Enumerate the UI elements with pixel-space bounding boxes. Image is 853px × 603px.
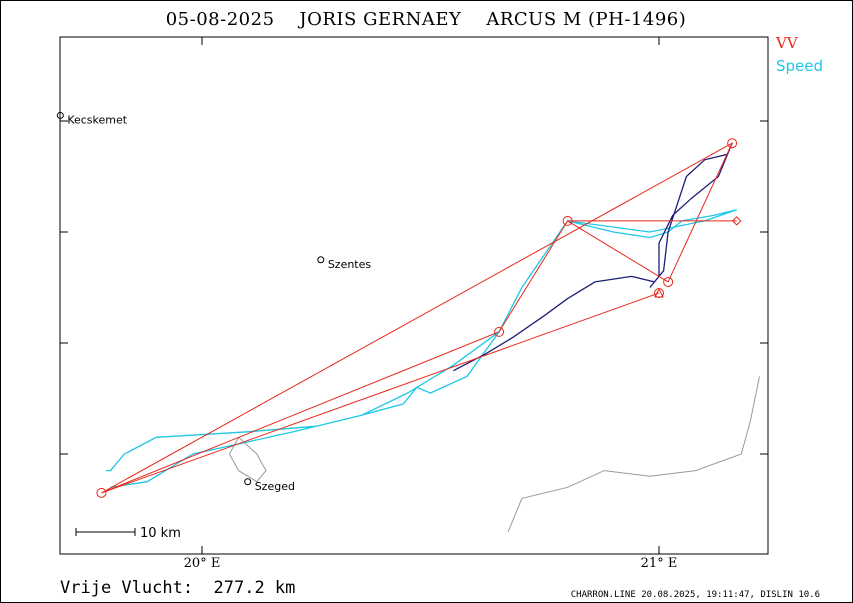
flight-track <box>453 142 733 372</box>
finish-diamond <box>731 216 742 226</box>
turnpoint-0 <box>96 487 107 498</box>
country-borders <box>228 376 760 532</box>
legend-speed: Speed <box>776 57 823 75</box>
legend-vv: VV <box>775 34 799 52</box>
city-dot-1 <box>317 256 325 264</box>
start-triangle <box>654 287 664 298</box>
city-label-2: Szeged <box>255 480 295 493</box>
city-markers: Kecskemet Szentes Szeged <box>56 111 372 493</box>
scale-bar: 10 km <box>75 526 181 541</box>
city-label-0: Kecskemet <box>67 113 127 126</box>
city-label-1: Szentes <box>328 258 372 271</box>
speed-track <box>106 209 737 488</box>
city-dot-2 <box>244 478 252 486</box>
border-line-0 <box>507 376 760 532</box>
x-tick-label-0: 20° E <box>184 556 221 571</box>
distance-label: Vrije Vlucht: 277.2 km <box>60 578 295 598</box>
scale-bar-label: 10 km <box>140 526 181 541</box>
x-tick-label-1: 21° E <box>641 556 678 571</box>
flight-track-line <box>453 142 733 372</box>
map-title: 05-08-2025 JORIS GERNAEY ARCUS M (PH-149… <box>166 9 687 30</box>
map-frame <box>59 36 769 555</box>
turnpoint-3 <box>562 215 573 226</box>
footer-text: CHARRON.LINE 20.08.2025, 19:11:47, DISLI… <box>571 590 820 600</box>
axis-ticks: 20° E 21° E <box>60 37 768 571</box>
turnpoint-4 <box>494 326 505 337</box>
task-lines <box>96 138 742 498</box>
speed-track-line <box>106 209 737 488</box>
turnpoint-1 <box>727 138 738 149</box>
city-dot-0 <box>56 111 64 119</box>
turnpoint-2 <box>663 276 674 287</box>
border-line-1 <box>228 436 267 483</box>
